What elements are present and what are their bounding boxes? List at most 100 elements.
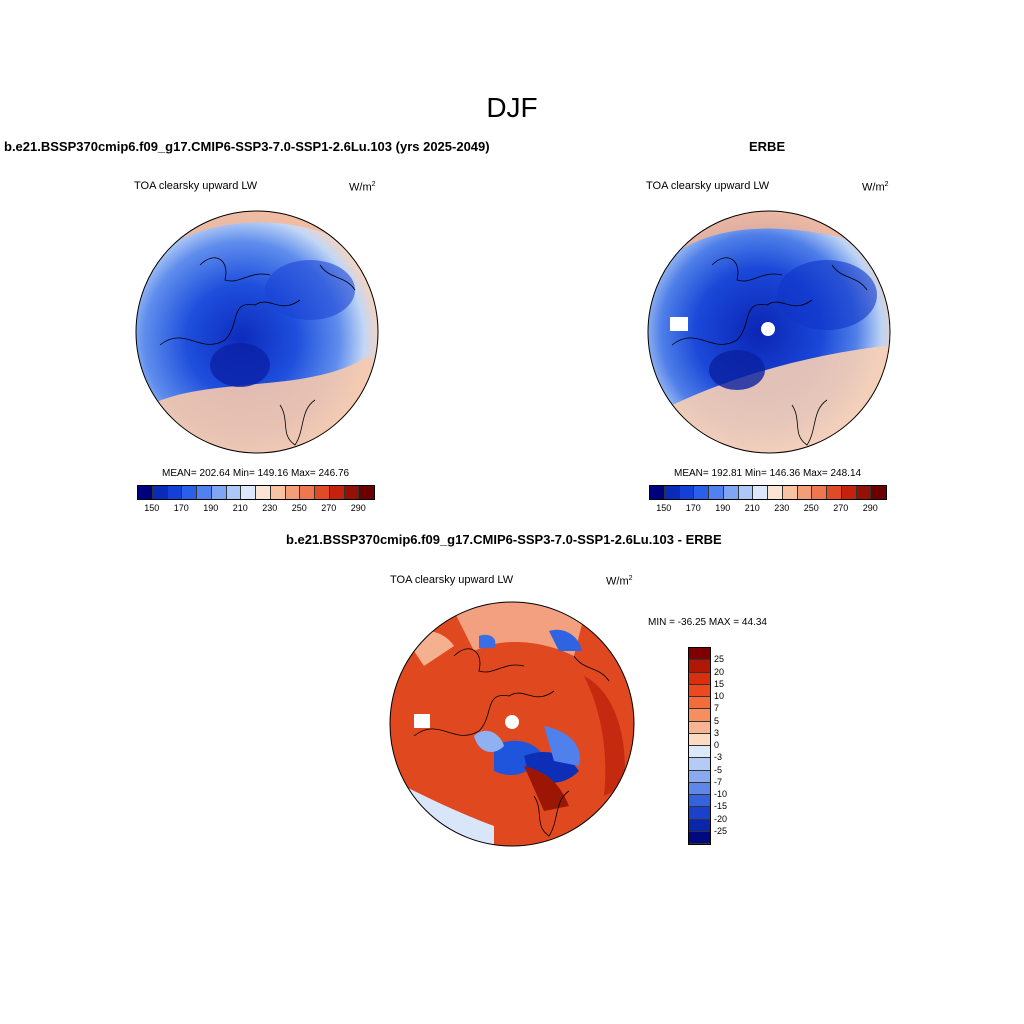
diff-units-label: W/m2 [606, 575, 633, 588]
colorbar-swatch [689, 684, 710, 697]
diff-tick: 3 [714, 727, 720, 738]
figure-title: DJF [486, 92, 538, 123]
diff-tick: -20 [714, 813, 728, 824]
colorbar-swatch [856, 486, 872, 499]
model-units-label: W/m2 [349, 181, 376, 194]
colorbar-swatch [689, 733, 710, 746]
obs-tick: 230 [774, 503, 790, 513]
colorbar-swatch [226, 486, 242, 499]
colorbar-swatch [359, 486, 374, 499]
diff-tick: 5 [714, 715, 720, 726]
obs-colorbar-ticks: 150 170 190 210 230 250 270 290 [649, 503, 885, 515]
obs-panel-title: ERBE [749, 139, 786, 154]
colorbar-swatch [211, 486, 227, 499]
model-tick: 270 [321, 503, 337, 513]
colorbar-swatch [256, 486, 271, 499]
diff-tick: -10 [714, 789, 728, 799]
model-tick: 230 [262, 503, 278, 513]
colorbar-swatch [812, 486, 827, 499]
colorbar-swatch [738, 486, 754, 499]
obs-tick: 270 [833, 503, 849, 513]
model-polar-map [135, 210, 379, 454]
colorbar-swatch [689, 697, 710, 710]
colorbar-swatch [182, 486, 197, 499]
obs-stats: MEAN= 192.81 Min= 146.36 Max= 248.14 [674, 468, 862, 479]
colorbar-swatch [841, 486, 857, 499]
obs-tick: 290 [862, 503, 878, 513]
obs-coastlines [671, 257, 868, 446]
colorbar-swatch [689, 672, 710, 685]
obs-polar-map [647, 210, 891, 454]
colorbar-swatch [689, 770, 710, 783]
obs-colorbar [649, 485, 887, 500]
colorbar-swatch [689, 660, 710, 673]
colorbar-swatch [768, 486, 783, 499]
colorbar-swatch [285, 486, 301, 499]
colorbar-swatch [709, 486, 724, 499]
model-variable-label: TOA clearsky upward LW [134, 180, 258, 192]
colorbar-swatch [797, 486, 813, 499]
colorbar-swatch [689, 782, 710, 795]
obs-tick: 190 [715, 503, 731, 513]
colorbar-swatch [694, 486, 709, 499]
model-tick: 210 [232, 503, 248, 513]
colorbar-swatch [689, 807, 710, 820]
diff-tick: -3 [714, 752, 723, 763]
diff-colorbar [688, 647, 711, 845]
model-coastlines [159, 257, 356, 446]
obs-tick: 170 [685, 503, 701, 513]
model-tick: 150 [144, 503, 160, 513]
colorbar-swatch [689, 648, 710, 661]
colorbar-swatch [753, 486, 768, 499]
obs-tick: 250 [803, 503, 819, 513]
diff-tick: -7 [714, 776, 723, 787]
colorbar-swatch [650, 486, 665, 499]
diff-tick: 15 [714, 678, 725, 689]
colorbar-swatch [241, 486, 256, 499]
diff-tick: 10 [714, 691, 725, 701]
diff-coastlines [413, 648, 610, 837]
colorbar-swatch [689, 831, 710, 844]
model-panel-title: b.e21.BSSP370cmip6.f09_g17.CMIP6-SSP3-7.… [4, 139, 490, 154]
colorbar-swatch [270, 486, 286, 499]
diff-tick: -15 [714, 801, 728, 812]
obs-units-label: W/m2 [862, 181, 889, 194]
obs-tick: 210 [744, 503, 760, 513]
model-tick: 170 [173, 503, 189, 513]
colorbar-swatch [689, 819, 710, 832]
diff-tick: 20 [714, 666, 725, 677]
diff-panel-title: b.e21.BSSP370cmip6.f09_g17.CMIP6-SSP3-7.… [286, 532, 722, 547]
diff-variable-label: TOA clearsky upward LW [390, 574, 514, 586]
colorbar-swatch [329, 486, 345, 499]
colorbar-swatch [138, 486, 153, 499]
colorbar-swatch [344, 486, 360, 499]
colorbar-swatch [167, 486, 183, 499]
colorbar-swatch [827, 486, 842, 499]
colorbar-swatch [664, 486, 680, 499]
colorbar-swatch [679, 486, 695, 499]
model-stats: MEAN= 202.64 Min= 149.16 Max= 246.76 [162, 468, 350, 479]
colorbar-swatch [689, 758, 710, 771]
diff-tick: 25 [714, 654, 725, 665]
diff-tick: 0 [714, 740, 720, 750]
colorbar-swatch [689, 709, 710, 722]
model-colorbar-ticks: 150 170 190 210 230 250 270 290 [137, 503, 373, 515]
colorbar-swatch [689, 721, 710, 734]
obs-tick: 150 [656, 503, 672, 513]
diff-stats: MIN = -36.25 MAX = 44.34 [648, 617, 767, 628]
diff-tick: -25 [714, 825, 728, 836]
model-colorbar [137, 485, 375, 500]
diff-colorbar-ticks: 25 20 15 10 7 5 3 0 -3 -5 -7 -10 -15 -20… [714, 647, 754, 843]
colorbar-swatch [152, 486, 168, 499]
colorbar-swatch [723, 486, 739, 499]
colorbar-swatch [315, 486, 330, 499]
colorbar-swatch [689, 795, 710, 808]
diff-polar-map [389, 601, 635, 847]
colorbar-swatch [197, 486, 212, 499]
colorbar-swatch [782, 486, 798, 499]
model-tick: 250 [291, 503, 307, 513]
colorbar-swatch [300, 486, 315, 499]
diff-tick: 7 [714, 703, 720, 714]
model-tick: 290 [350, 503, 366, 513]
model-tick: 190 [203, 503, 219, 513]
